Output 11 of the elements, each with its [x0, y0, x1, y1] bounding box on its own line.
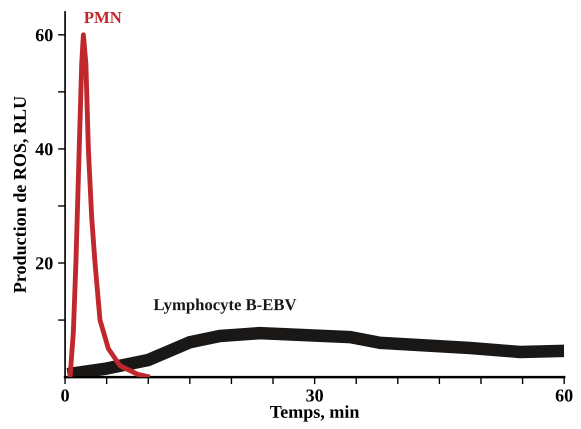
series-label: PMN	[84, 12, 122, 23]
y-tick-label: 40	[35, 143, 53, 156]
y-axis-title: Production de ROS, RLU	[13, 96, 29, 293]
series-label: Lymphocyte B-EBV	[154, 298, 296, 314]
x-tick-label: 30	[306, 389, 323, 402]
x-axis-title: Temps, min	[270, 405, 360, 422]
line-series	[68, 32, 152, 378]
y-tick-label: 60	[36, 29, 53, 42]
y-tick-label: 20	[36, 257, 53, 270]
x-tick-label: 0	[61, 389, 69, 402]
x-tick-label: 60	[556, 389, 572, 402]
